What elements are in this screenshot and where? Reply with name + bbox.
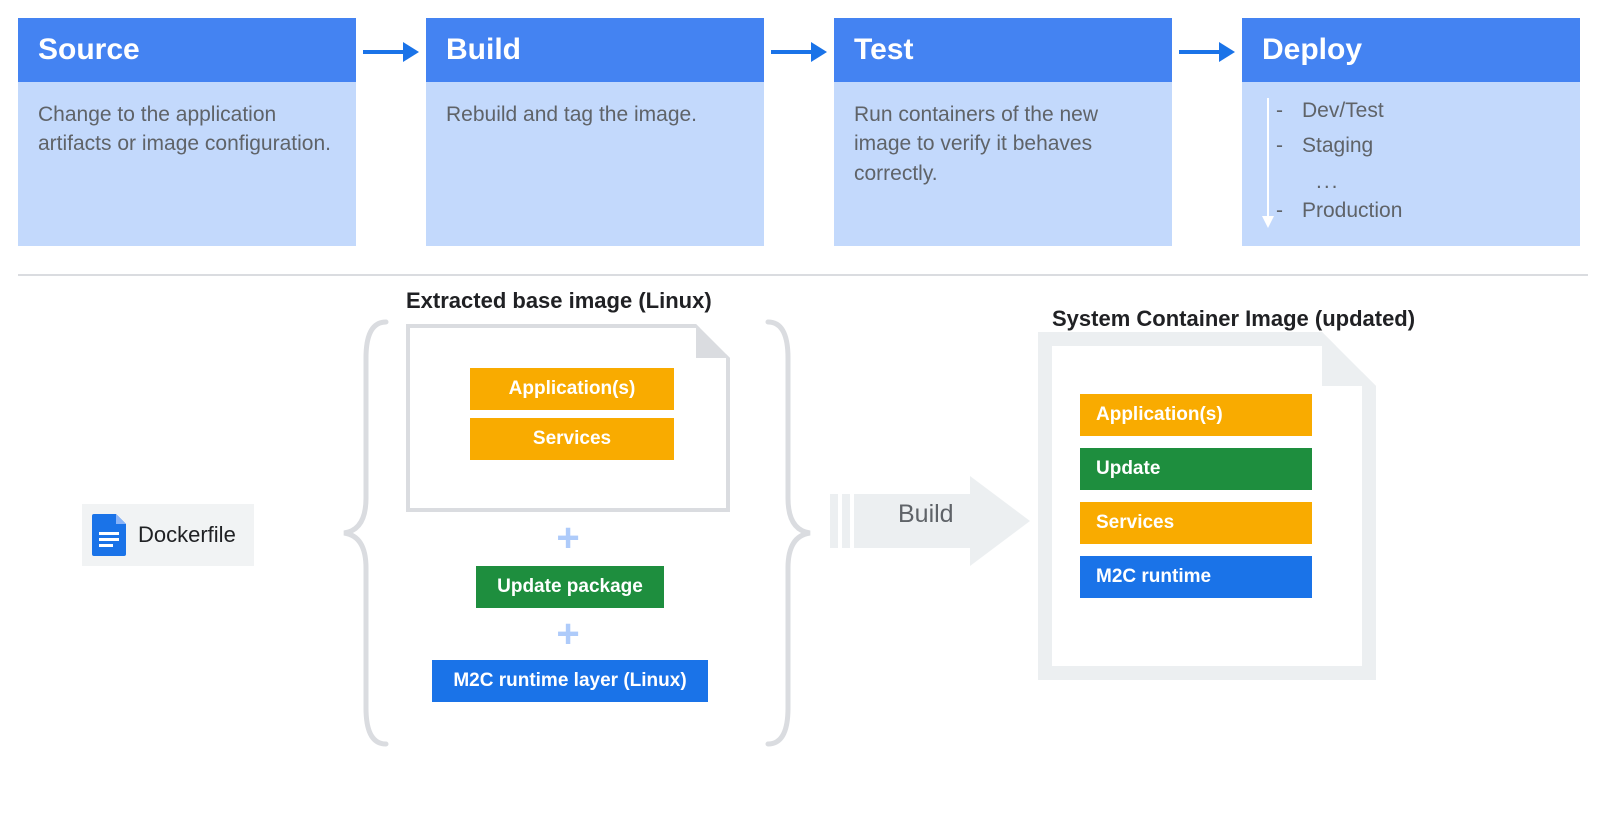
system-layer: Application(s)	[1080, 394, 1312, 436]
build-diagram: Dockerfile Extracted base image (Linux) …	[0, 276, 1606, 816]
page-fold-icon	[696, 324, 730, 358]
stage-deploy-header: Deploy	[1242, 18, 1580, 82]
layer-applications: Application(s)	[470, 368, 674, 410]
system-layer-stack: Application(s) Update Services M2C runti…	[1080, 394, 1312, 598]
arrow-test-deploy	[1172, 18, 1242, 66]
stage-source-header: Source	[18, 18, 356, 82]
deploy-production: Production	[1302, 196, 1402, 225]
arrow-source-build	[356, 18, 426, 66]
extracted-image-frame: Application(s) Services	[406, 324, 730, 512]
brace-left-icon	[338, 318, 390, 748]
arrow-build-test	[764, 18, 834, 66]
deploy-item: - Production	[1262, 196, 1560, 225]
system-layer: Update	[1080, 448, 1312, 490]
deploy-item: - Dev/Test	[1262, 96, 1560, 125]
stage-test-header: Test	[834, 18, 1172, 82]
stage-source-body: Change to the application artifacts or i…	[18, 82, 356, 246]
stage-test: Test Run containers of the new image to …	[834, 18, 1172, 246]
stage-deploy-body: - Dev/Test - Staging ... - Production	[1242, 82, 1580, 246]
stage-test-body: Run containers of the new image to verif…	[834, 82, 1172, 246]
plus-icon: +	[548, 516, 588, 561]
deploy-staging: Staging	[1302, 131, 1373, 160]
stage-source: Source Change to the application artifac…	[18, 18, 356, 246]
system-image-frame: Application(s) Update Services M2C runti…	[1052, 346, 1362, 666]
dockerfile-label: Dockerfile	[138, 522, 236, 548]
deploy-item: - Staging	[1262, 131, 1560, 160]
arrow-right-icon	[1179, 38, 1235, 66]
build-arrow: Build	[830, 476, 1030, 566]
build-arrow-label: Build	[898, 500, 954, 529]
layer-m2c-runtime-linux: M2C runtime layer (Linux)	[432, 660, 708, 702]
page-fold-icon	[1322, 332, 1376, 386]
plus-icon: +	[548, 612, 588, 657]
arrow-right-icon	[771, 38, 827, 66]
layer-update-package: Update package	[476, 566, 664, 608]
brace-right-icon	[764, 318, 816, 748]
document-icon	[92, 514, 126, 556]
dockerfile-badge: Dockerfile	[82, 504, 254, 566]
pipeline-row: Source Change to the application artifac…	[0, 0, 1606, 246]
system-layer: Services	[1080, 502, 1312, 544]
arrow-down-icon	[1262, 98, 1274, 228]
stage-build-header: Build	[426, 18, 764, 82]
stage-build-body: Rebuild and tag the image.	[426, 82, 764, 246]
layer-services: Services	[470, 418, 674, 460]
extracted-title: Extracted base image (Linux)	[406, 288, 712, 314]
system-layer: M2C runtime	[1080, 556, 1312, 598]
deploy-devtest: Dev/Test	[1302, 96, 1384, 125]
system-title: System Container Image (updated)	[1052, 306, 1415, 332]
deploy-ellipsis: ...	[1262, 167, 1560, 196]
stage-deploy: Deploy - Dev/Test - Staging ... - Produc…	[1242, 18, 1580, 246]
arrow-right-icon	[363, 38, 419, 66]
stage-build: Build Rebuild and tag the image.	[426, 18, 764, 246]
